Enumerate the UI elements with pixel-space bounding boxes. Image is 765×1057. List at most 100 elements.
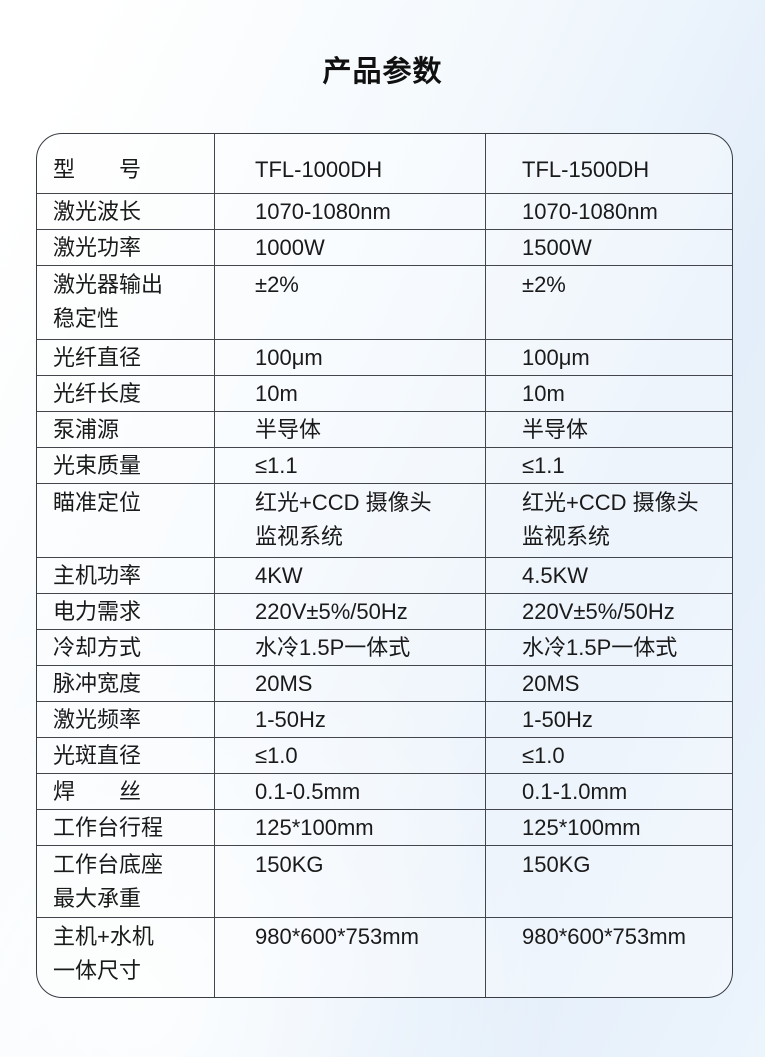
value-tfl-1000dh-cell: 220V±5%/50Hz: [214, 594, 485, 629]
param-name-cell: 光斑直径: [37, 738, 214, 773]
table-row: 光斑直径 ≤1.0 ≤1.0: [37, 737, 732, 773]
value-tfl-1500dh-cell: 0.1-1.0mm: [485, 774, 732, 809]
value-tfl-1000dh-cell: 20MS: [214, 666, 485, 701]
table-row: 泵浦源 半导体 半导体: [37, 411, 732, 447]
value-tfl-1000dh-cell: 1070-1080nm: [214, 194, 485, 229]
value-tfl-1500dh-cell: 水冷1.5P一体式: [485, 630, 732, 665]
param-name-cell: 工作台底座 最大承重: [37, 846, 214, 917]
cell-text: 激光器输出: [53, 272, 164, 297]
cell-text: 最大承重: [53, 886, 142, 911]
value-tfl-1000dh-cell: 100μm: [214, 340, 485, 375]
param-name-cell: 激光器输出 稳定性: [37, 266, 214, 339]
value-tfl-1500dh-cell: 4.5KW: [485, 558, 732, 593]
cell-text: 100μm: [255, 344, 323, 370]
cell-text: 20MS: [522, 670, 580, 696]
cell-text: 稳定性: [53, 306, 120, 331]
cell-text: 100μm: [522, 344, 590, 370]
cell-text: 1500W: [522, 234, 592, 260]
table-row: 工作台行程 125*100mm 125*100mm: [37, 809, 732, 845]
value-tfl-1500dh-cell: 1-50Hz: [485, 702, 732, 737]
value-tfl-1000dh-cell: ≤1.1: [214, 448, 485, 483]
page-title: 产品参数: [322, 56, 443, 88]
value-tfl-1000dh-cell: 10m: [214, 376, 485, 411]
cell-text: ≤1.0: [255, 742, 298, 768]
cell-text: 红光+CCD 摄像头: [255, 490, 432, 515]
cell-text: 光纤直径: [53, 344, 142, 370]
cell-text: 10m: [255, 380, 298, 406]
param-name-cell: 激光功率: [37, 230, 214, 265]
value-tfl-1500dh-cell: 980*600*753mm: [485, 918, 732, 997]
param-name-cell: 光纤长度: [37, 376, 214, 411]
model-header-label: 型 号: [53, 157, 142, 182]
value-tfl-1000dh-cell: ≤1.0: [214, 738, 485, 773]
cell-text: ≤1.0: [522, 742, 565, 768]
value-tfl-1500dh-cell: ≤1.0: [485, 738, 732, 773]
cell-text: 10m: [522, 380, 565, 406]
cell-text: 4KW: [255, 562, 303, 588]
value-tfl-1000dh-cell: ±2%: [214, 266, 485, 339]
value-tfl-1000dh-cell: 980*600*753mm: [214, 918, 485, 997]
table-row: 焊 丝 0.1-0.5mm 0.1-1.0mm: [37, 773, 732, 809]
value-tfl-1000dh-cell: 半导体: [214, 412, 485, 447]
cell-text: 冷却方式: [53, 634, 142, 660]
table-row: 主机+水机 一体尺寸 980*600*753mm 980*600*753mm: [37, 917, 732, 997]
value-tfl-1500dh-cell: 20MS: [485, 666, 732, 701]
cell-text: 1000W: [255, 234, 325, 260]
cell-text: 0.1-1.0mm: [522, 778, 628, 804]
cell-text: 1-50Hz: [255, 706, 326, 732]
cell-text: 125*100mm: [255, 814, 374, 840]
cell-text: 20MS: [255, 670, 313, 696]
value-tfl-1000dh-cell: 1-50Hz: [214, 702, 485, 737]
table-row: 光纤直径 100μm 100μm: [37, 339, 732, 375]
table-row: 激光器输出稳定性 ±2% ±2%: [37, 265, 732, 339]
model-tfl-1000dh-cell: TFL-1000DH: [214, 134, 485, 193]
table-row: 主机功率 4KW 4.5KW: [37, 557, 732, 593]
model-tfl-1000dh-label: TFL-1000DH: [255, 157, 383, 182]
cell-text: ±2%: [522, 272, 566, 297]
model-tfl-1500dh-cell: TFL-1500DH: [485, 134, 732, 193]
cell-text: 工作台底座: [53, 852, 164, 877]
value-tfl-1500dh-cell: ±2%: [485, 266, 732, 339]
cell-text: 激光频率: [53, 706, 142, 732]
cell-text: 焊 丝: [53, 778, 142, 804]
cell-text: 980*600*753mm: [522, 924, 686, 949]
cell-text: 工作台行程: [53, 814, 164, 840]
cell-text: 泵浦源: [53, 416, 120, 442]
cell-text: 水冷1.5P一体式: [522, 634, 678, 660]
table-row: 电力需求 220V±5%/50Hz 220V±5%/50Hz: [37, 593, 732, 629]
value-tfl-1500dh-cell: 150KG: [485, 846, 732, 917]
value-tfl-1500dh-cell: 1070-1080nm: [485, 194, 732, 229]
table-row: 激光频率 1-50Hz 1-50Hz: [37, 701, 732, 737]
cell-text: 220V±5%/50Hz: [522, 598, 675, 624]
cell-text: 半导体: [255, 416, 322, 442]
param-name-cell: 主机功率: [37, 558, 214, 593]
cell-text: 光纤长度: [53, 380, 142, 406]
table-row: 冷却方式 水冷1.5P一体式 水冷1.5P一体式: [37, 629, 732, 665]
table-row: 激光功率 1000W 1500W: [37, 229, 732, 265]
cell-text: 电力需求: [53, 598, 142, 624]
model-header-cell: 型 号: [37, 134, 214, 193]
param-name-cell: 激光频率: [37, 702, 214, 737]
param-name-cell: 泵浦源: [37, 412, 214, 447]
cell-text: 红光+CCD 摄像头: [522, 490, 699, 515]
cell-text: 水冷1.5P一体式: [255, 634, 411, 660]
cell-text: 一体尺寸: [53, 958, 142, 983]
value-tfl-1500dh-cell: 红光+CCD 摄像头 监视系统: [485, 484, 732, 557]
param-name-cell: 光纤直径: [37, 340, 214, 375]
cell-text: 激光功率: [53, 234, 142, 260]
param-name-cell: 瞄准定位: [37, 484, 214, 557]
cell-text: 光斑直径: [53, 742, 142, 768]
param-name-cell: 焊 丝: [37, 774, 214, 809]
param-name-cell: 工作台行程: [37, 810, 214, 845]
cell-text: 150KG: [255, 852, 324, 877]
cell-text: 1070-1080nm: [255, 198, 391, 224]
cell-text: 脉冲宽度: [53, 670, 142, 696]
value-tfl-1000dh-cell: 1000W: [214, 230, 485, 265]
cell-text: 4.5KW: [522, 562, 589, 588]
value-tfl-1500dh-cell: ≤1.1: [485, 448, 732, 483]
spec-table-body: 激光波长 1070-1080nm 1070-1080nm 激光功率 1000W 1500W…: [37, 193, 732, 997]
table-row: 工作台底座最大承重 150KG 150KG: [37, 845, 732, 917]
cell-text: ±2%: [255, 272, 299, 297]
table-row: 光束质量 ≤1.1 ≤1.1: [37, 447, 732, 483]
